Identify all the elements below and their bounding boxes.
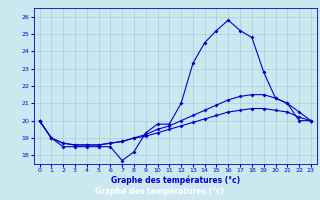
- X-axis label: Graphe des températures (°c): Graphe des températures (°c): [111, 176, 240, 185]
- Text: Graphe des températures (°c): Graphe des températures (°c): [95, 186, 225, 196]
